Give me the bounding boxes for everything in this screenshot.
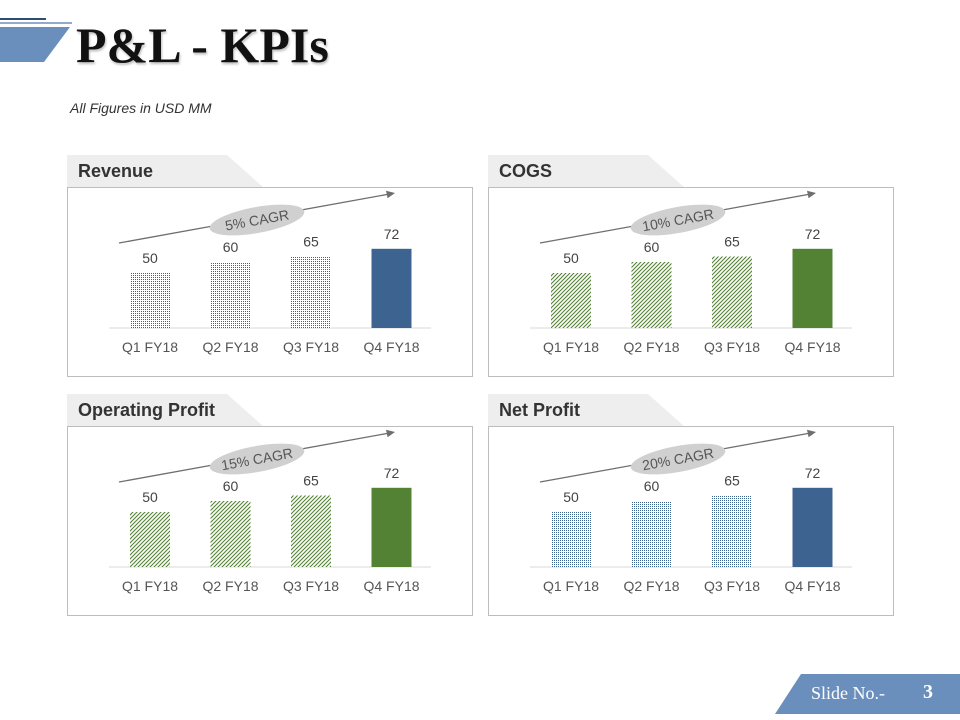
data-label: 50: [563, 489, 579, 505]
data-label: 65: [303, 473, 319, 489]
operating-profit-panel: Operating Profit 50 Q1 FY18 60 Q2 FY18 65 Q3 …: [67, 394, 473, 620]
bar-q2-fy18: [631, 501, 672, 567]
category-label: Q3 FY18: [283, 339, 339, 355]
units-note: All Figures in USD MM: [70, 100, 212, 116]
category-label: Q2 FY18: [623, 578, 679, 594]
bar-q2-fy18: [210, 262, 251, 328]
slide-number-badge: Slide No.- 3: [775, 674, 960, 714]
title-decoration: [0, 18, 72, 62]
data-label: 65: [724, 473, 740, 489]
category-label: Q2 FY18: [202, 578, 258, 594]
panel-title: Revenue: [78, 161, 154, 181]
bar-q2-fy18: [631, 262, 672, 328]
category-label: Q1 FY18: [543, 339, 599, 355]
category-label: Q3 FY18: [704, 578, 760, 594]
data-label: 65: [303, 234, 319, 250]
panel-title: COGS: [499, 161, 553, 181]
category-label: Q2 FY18: [623, 339, 679, 355]
data-label: 60: [223, 239, 239, 255]
category-label: Q4 FY18: [784, 578, 840, 594]
bar-q3-fy18: [291, 495, 331, 567]
arrow-head-icon: [807, 190, 816, 199]
bar-q4-fy18: [371, 487, 412, 567]
data-label: 72: [805, 465, 821, 481]
bar-q2-fy18: [210, 501, 251, 567]
data-label: 50: [142, 489, 158, 505]
data-label: 60: [223, 478, 239, 494]
bar-q3-fy18: [712, 256, 752, 328]
category-label: Q4 FY18: [363, 578, 419, 594]
net-profit-panel: Net Profit 50 Q1 FY18 60 Q2 FY18 65 Q3 FY18 72…: [488, 394, 894, 620]
cogs-chart: 50 Q1 FY18 60 Q2 FY18 65 Q3 FY18 72 Q4 FY18 10% …: [530, 190, 852, 355]
bar-q4-fy18: [371, 248, 412, 328]
arrow-head-icon: [386, 429, 395, 438]
revenue-chart: 50 Q1 FY18 60 Q2 FY18 65 Q3 FY18 72 Q4 FY18 5% C…: [109, 190, 431, 355]
data-label: 50: [563, 250, 579, 266]
operating-profit-chart: 50 Q1 FY18 60 Q2 FY18 65 Q3 FY18 72 Q4 FY18 15% …: [109, 429, 431, 594]
data-label: 60: [644, 239, 660, 255]
bar-q1-fy18: [130, 512, 170, 567]
category-label: Q3 FY18: [704, 339, 760, 355]
slide-number: 3: [923, 681, 933, 703]
bar-q1-fy18: [551, 512, 591, 567]
category-label: Q3 FY18: [283, 578, 339, 594]
data-label: 50: [142, 250, 158, 266]
cagr-badge: 5% CAGR: [209, 204, 305, 236]
bar-q3-fy18: [712, 495, 752, 567]
page-title: P&L - KPIs: [76, 17, 329, 73]
category-label: Q4 FY18: [363, 339, 419, 355]
net-profit-chart: 50 Q1 FY18 60 Q2 FY18 65 Q3 FY18 72 Q4 FY18 20% …: [530, 429, 852, 594]
cagr-badge: 15% CAGR: [209, 443, 305, 475]
panel-header-tab: [488, 394, 684, 426]
panel-header-tab: [67, 155, 263, 187]
cogs-panel: COGS 50 Q1 FY18 60 Q2 FY18 65 Q3 FY18 72 Q4 FY1…: [488, 155, 894, 381]
bar-q1-fy18: [130, 273, 170, 328]
panel-title: Net Profit: [499, 400, 580, 420]
slide-number-label: Slide No.-: [811, 683, 885, 703]
category-label: Q1 FY18: [122, 578, 178, 594]
cagr-badge: 20% CAGR: [630, 443, 726, 475]
panel-header-tab: [67, 394, 263, 426]
category-label: Q4 FY18: [784, 339, 840, 355]
data-label: 72: [384, 465, 400, 481]
data-label: 65: [724, 234, 740, 250]
category-label: Q1 FY18: [543, 578, 599, 594]
bar-q4-fy18: [792, 487, 833, 567]
data-label: 72: [805, 226, 821, 242]
category-label: Q2 FY18: [202, 339, 258, 355]
panel-header-tab: [488, 155, 684, 187]
cagr-badge: 10% CAGR: [630, 204, 726, 236]
data-label: 60: [644, 478, 660, 494]
bar-q3-fy18: [291, 256, 331, 328]
arrow-head-icon: [386, 190, 395, 199]
data-label: 72: [384, 226, 400, 242]
arrow-head-icon: [807, 429, 816, 438]
category-label: Q1 FY18: [122, 339, 178, 355]
panel-title: Operating Profit: [78, 400, 216, 420]
bar-q1-fy18: [551, 273, 591, 328]
revenue-panel: Revenue 50 Q1 FY18 60 Q2 FY18 65 Q3 FY18 72 Q4 …: [67, 155, 473, 381]
bar-q4-fy18: [792, 248, 833, 328]
